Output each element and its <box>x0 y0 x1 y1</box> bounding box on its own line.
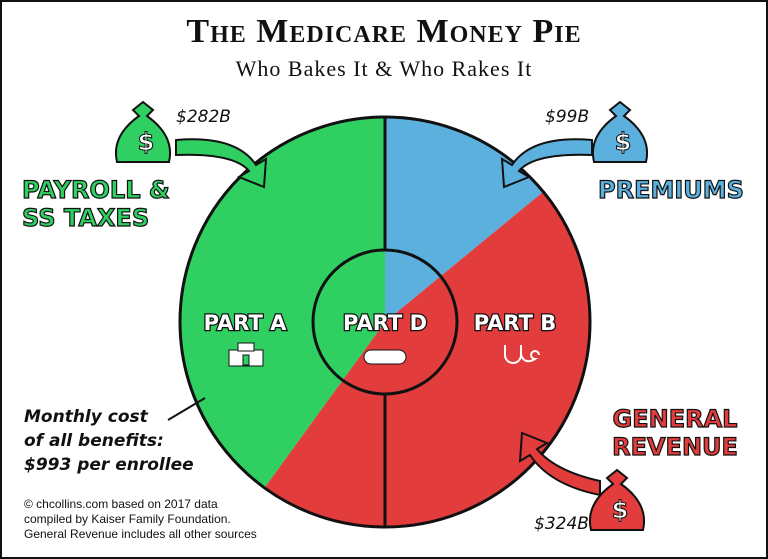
leader-line <box>167 397 206 421</box>
money-bag: $ <box>589 468 645 531</box>
hospital-icon <box>228 342 264 367</box>
legend-label: PREMIUMS <box>597 175 744 204</box>
inner-circle <box>311 248 459 396</box>
source: compiled by Kaiser Family Foundation. <box>24 512 231 526</box>
stethoscope-icon <box>504 345 540 364</box>
svg-text:$: $ <box>138 128 155 156</box>
part-label: PART A <box>204 311 288 335</box>
note: Monthly cost <box>24 407 149 427</box>
arrow <box>500 138 593 189</box>
pill-icon <box>363 349 407 365</box>
note: $993 per enrollee <box>24 455 194 475</box>
part-label: PART B <box>474 311 557 335</box>
svg-text:$: $ <box>615 128 632 156</box>
value-label: $99B <box>545 107 589 127</box>
value-label: $282B <box>176 107 231 127</box>
legend-label: PAYROLL & SS TAXES <box>21 175 170 232</box>
pie <box>180 116 590 528</box>
svg-text:$: $ <box>612 496 629 524</box>
money-bag: $ <box>115 100 171 163</box>
chart-subtitle: Who Bakes It & Who Rakes It <box>236 56 533 81</box>
note: of all benefits: <box>24 431 164 451</box>
chart-title: The Medicare Money Pie <box>186 13 581 50</box>
pie-slice <box>264 191 590 528</box>
arrow <box>175 138 268 189</box>
source: General Revenue includes all other sourc… <box>24 527 257 541</box>
money-bag: $ <box>592 100 648 163</box>
outer-circle <box>178 115 592 529</box>
arrow <box>518 431 601 497</box>
pie-slice <box>180 116 385 488</box>
part-label: PART D <box>343 311 427 335</box>
source: © chcollins.com based on 2017 data <box>24 497 218 511</box>
value-label: $324B <box>534 514 589 534</box>
legend-label: GENERAL REVENUE <box>611 404 738 461</box>
